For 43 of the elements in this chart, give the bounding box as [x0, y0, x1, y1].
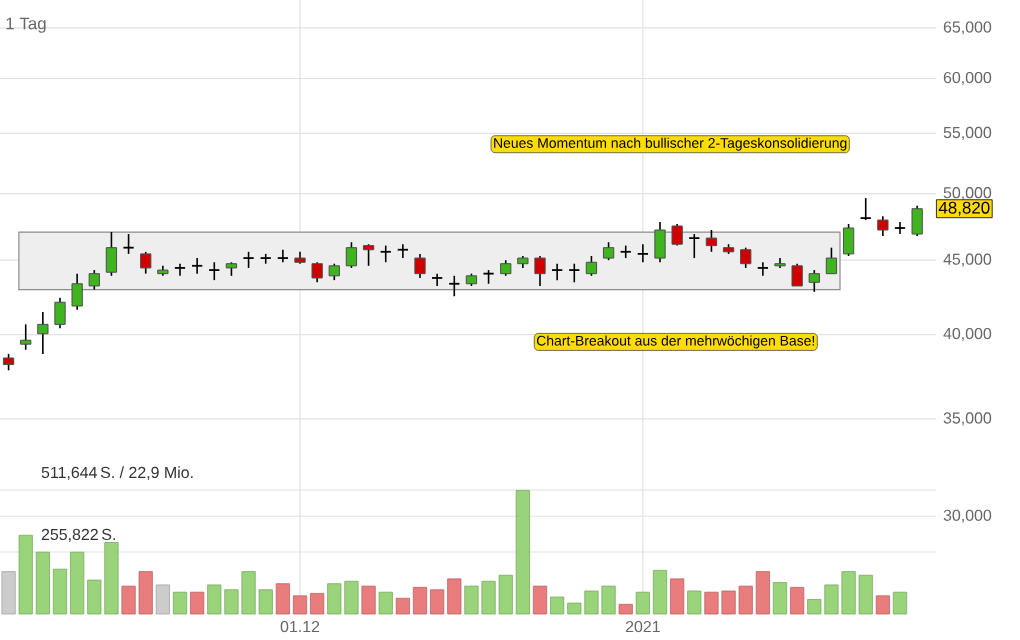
candlestick: [619, 244, 632, 259]
candlestick: [825, 246, 838, 275]
candlestick: [808, 269, 820, 293]
candlestick: [585, 255, 598, 277]
candlestick: [362, 243, 375, 267]
candlestick: [893, 221, 907, 235]
candlestick: [105, 231, 118, 277]
candlestick: [431, 272, 444, 287]
candlestick: [54, 296, 66, 330]
candlestick: [671, 223, 683, 247]
candlestick: [859, 197, 872, 221]
candlestick: [756, 261, 769, 277]
candlestick: [311, 261, 323, 284]
candlestick: [276, 248, 289, 264]
candlestick: [379, 244, 392, 264]
candlestick: [448, 275, 461, 298]
candlestick: [636, 243, 649, 264]
candlestick: [191, 257, 204, 275]
candlestick: [37, 311, 49, 355]
candlestick: [259, 253, 272, 265]
candlestick: [877, 215, 889, 237]
candlestick: [740, 246, 752, 269]
annotation: 48,820: [938, 201, 990, 216]
candlestick: [791, 262, 803, 287]
candlestick: [654, 221, 666, 264]
candlestick: [551, 262, 564, 281]
candlestick: [71, 272, 83, 311]
candlestick: [842, 223, 855, 257]
candlestick: [122, 233, 135, 255]
candlestick: [345, 241, 358, 269]
candlestick: [568, 262, 581, 284]
candlestick: [705, 229, 718, 253]
candlestick: [173, 262, 187, 277]
candlestick: [88, 269, 100, 291]
candlestick: [414, 253, 426, 279]
candlestick: [911, 204, 923, 237]
candlestick: [688, 233, 701, 259]
candlestick: [140, 251, 152, 275]
candlestick: [208, 261, 221, 281]
text: 1 Tag: [6, 17, 46, 33]
candlestick: [534, 255, 546, 287]
candlestick: [396, 243, 409, 259]
candlestick: [20, 323, 32, 351]
